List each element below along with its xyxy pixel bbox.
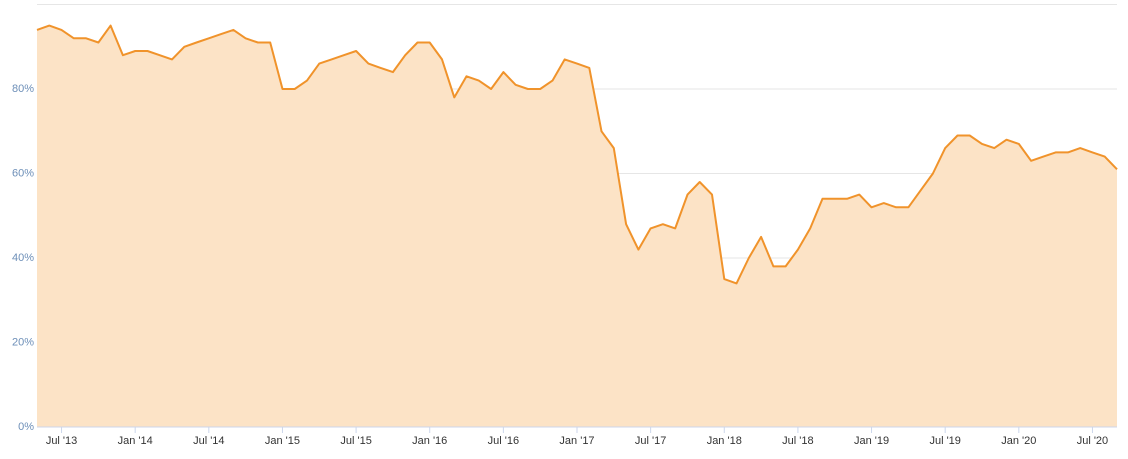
x-tick-label: Jan '19 <box>854 435 889 447</box>
x-tick-label: Jul '15 <box>340 435 371 447</box>
y-tick-label: 20% <box>12 336 34 348</box>
x-tick-label: Jul '16 <box>488 435 519 447</box>
x-tick-label: Jul '20 <box>1077 435 1108 447</box>
x-tick-label: Jul '17 <box>635 435 666 447</box>
x-tick-label: Jan '18 <box>707 435 742 447</box>
x-tick-label: Jul '18 <box>782 435 813 447</box>
area <box>37 25 1117 427</box>
y-tick-label: 60% <box>12 167 34 179</box>
x-tick-label: Jul '13 <box>46 435 77 447</box>
x-tick-label: Jan '14 <box>118 435 153 447</box>
y-tick-label: 0% <box>18 421 34 433</box>
x-tick-label: Jan '16 <box>412 435 447 447</box>
x-tick-label: Jul '19 <box>929 435 960 447</box>
y-tick-label: 40% <box>12 252 34 264</box>
x-tick-label: Jan '17 <box>559 435 594 447</box>
y-tick-label: 80% <box>12 83 34 95</box>
x-tick-label: Jan '20 <box>1001 435 1036 447</box>
x-tick-label: Jul '14 <box>193 435 224 447</box>
line <box>36 24 1118 285</box>
x-tick-label: Jan '15 <box>265 435 300 447</box>
